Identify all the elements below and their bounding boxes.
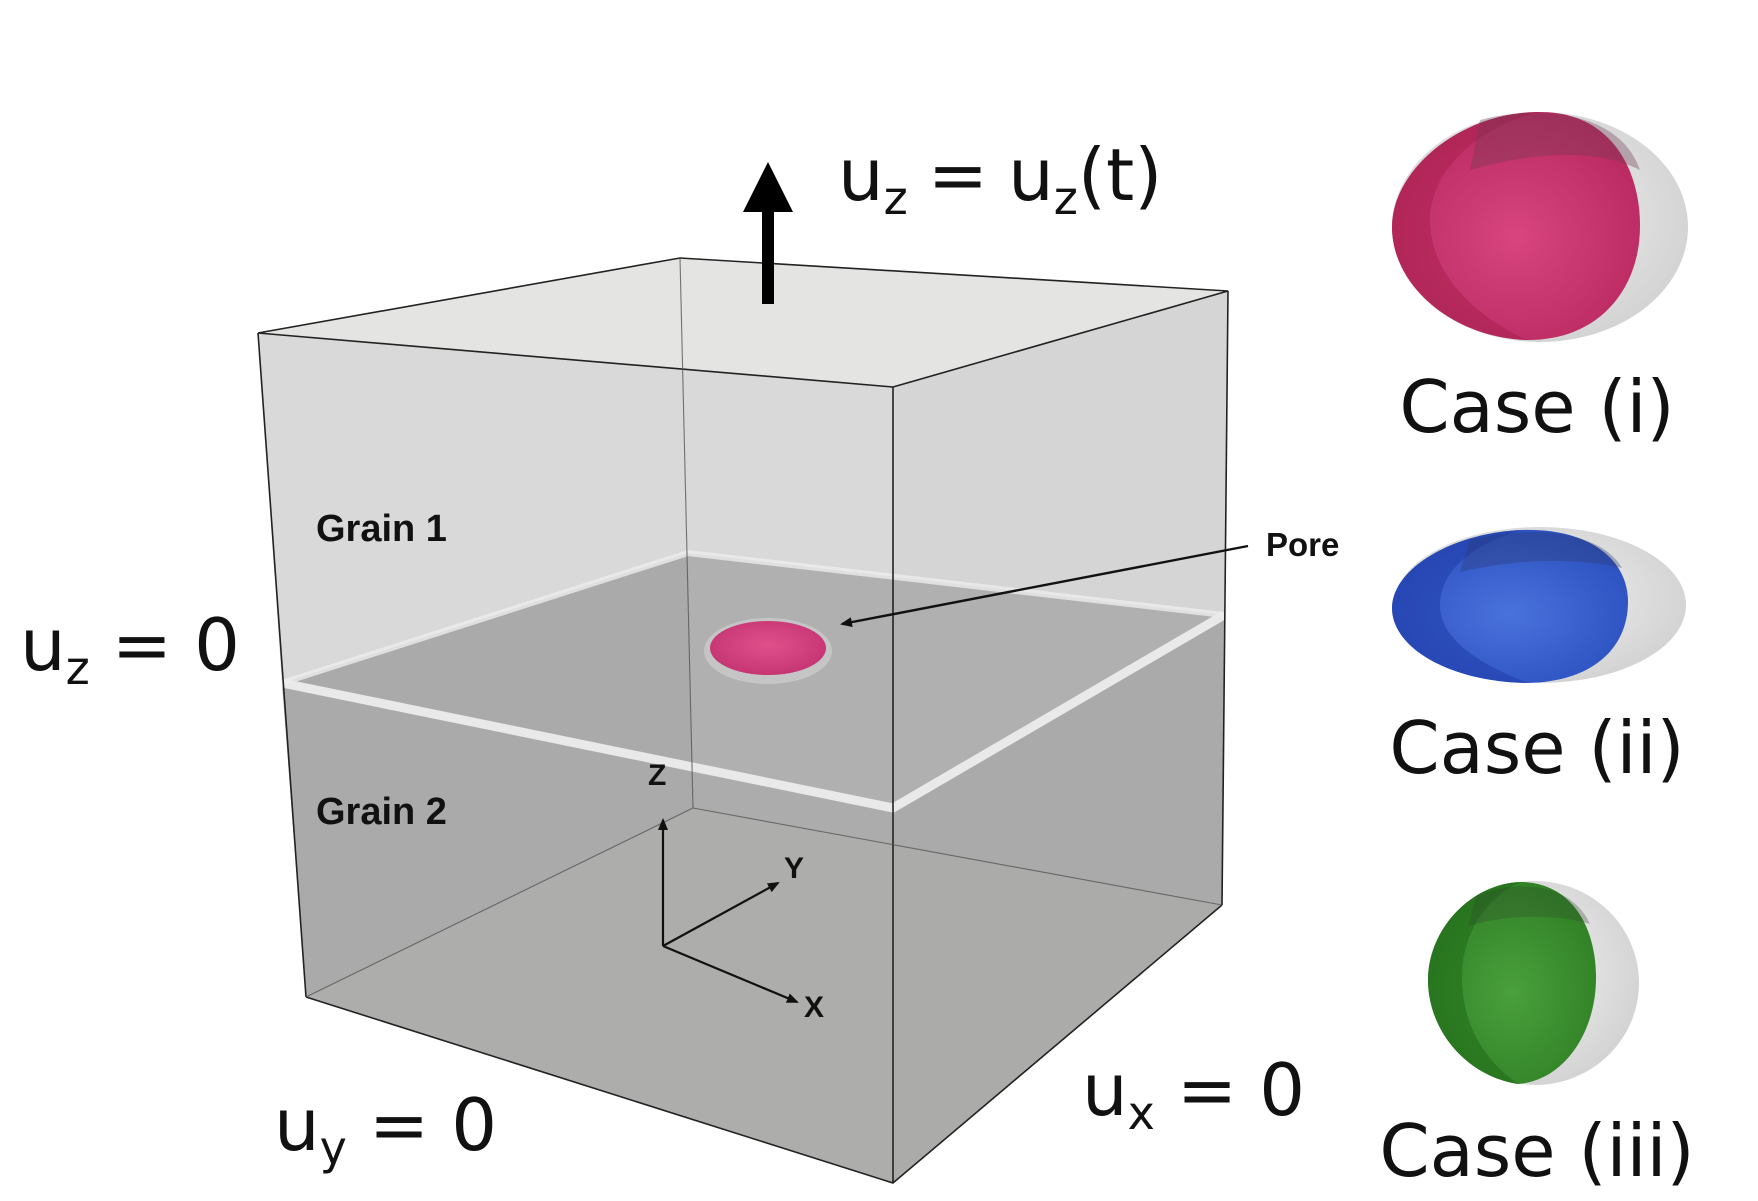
pore-pointer-arrow [840, 544, 1249, 628]
axis-x-label: X [804, 991, 824, 1024]
ellipsoid-green-icon [1428, 881, 1639, 1085]
cube-edges [257, 257, 1229, 1184]
pore-label: Pore [1266, 526, 1339, 563]
grain2-left-face [282, 683, 893, 1183]
bc-right-ux-equals-0: ux = 0 [1082, 1048, 1305, 1140]
load-arrow-up [743, 162, 793, 304]
axis-y-label: Y [784, 852, 804, 885]
bc-bottom-uy-equals-0: uy = 0 [274, 1083, 497, 1175]
cube-hidden-edges [305, 257, 1223, 998]
grain2-label: Grain 2 [316, 791, 447, 833]
interface-edge-back [281, 549, 1225, 686]
grain1-right-face [893, 291, 1228, 620]
case-i-label: Case (i) [1399, 365, 1674, 449]
domain-cube [257, 257, 1229, 1184]
case-iii-label: Case (iii) [1379, 1109, 1694, 1193]
axes-triad [658, 818, 799, 1004]
pore [704, 618, 832, 684]
ellipsoid-blue-icon [1392, 527, 1686, 683]
grain1-label: Grain 1 [316, 508, 447, 550]
bc-left-uz-equals-0: uz = 0 [20, 603, 240, 695]
bc-top-uz-equals-uzt: uz = uz(t) [838, 133, 1162, 225]
ellipsoid-pink-icon [1392, 112, 1688, 342]
case-ii-label: Case (ii) [1389, 706, 1684, 790]
grain2-right-face [893, 615, 1224, 1183]
axis-z-label: Z [648, 759, 666, 792]
